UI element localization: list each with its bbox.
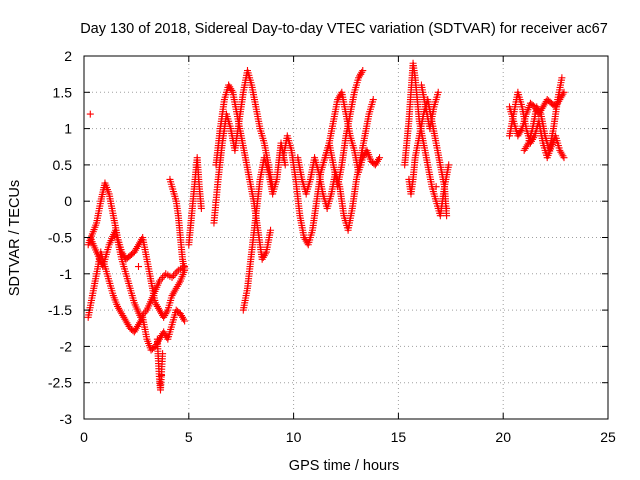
x-tick-label: 25 [600, 429, 616, 445]
data-point [170, 272, 178, 280]
y-tick-label: 1 [64, 121, 72, 137]
data-point [432, 183, 440, 191]
data-point [158, 371, 166, 379]
data-point [445, 161, 453, 169]
data-point [86, 110, 94, 118]
data-point [560, 154, 568, 162]
data-point [159, 350, 167, 358]
y-tick-label: -2 [60, 338, 73, 354]
data-point [443, 212, 451, 220]
data-point [376, 154, 384, 162]
data-point [359, 67, 367, 75]
y-tick-label: 0.5 [53, 157, 73, 173]
y-tick-label: 2 [64, 48, 72, 64]
data-point [197, 204, 205, 212]
y-tick-label: -3 [60, 411, 73, 427]
data-point [369, 96, 377, 104]
data-point [134, 263, 142, 271]
data-point [357, 70, 365, 78]
x-tick-label: 5 [185, 429, 193, 445]
data-point [173, 268, 181, 276]
data-point [558, 74, 566, 82]
x-axis-label: GPS time / hours [289, 458, 399, 474]
y-tick-labels: 2 1.5 1 0.5 0 -0.5 -1 -1.5 -2 -2.5 -3 [48, 48, 72, 427]
y-tick-label: -1 [60, 266, 73, 282]
data-points [84, 59, 568, 394]
x-tick-label: 10 [286, 429, 302, 445]
x-tick-label: 20 [495, 429, 511, 445]
axis-ticks [83, 55, 609, 420]
data-point [434, 88, 442, 96]
y-tick-label: -2.5 [48, 375, 72, 391]
x-tick-labels: 0 5 10 15 20 25 [80, 429, 616, 445]
data-point [267, 226, 275, 234]
y-tick-label: 1.5 [53, 84, 73, 100]
x-tick-label: 0 [80, 429, 88, 445]
data-point [281, 161, 289, 169]
data-point [443, 204, 451, 212]
data-point [181, 317, 189, 325]
y-tick-label: -1.5 [48, 302, 72, 318]
data-point [181, 266, 189, 274]
y-axis-label: SDTVAR / TECUs [7, 180, 23, 296]
y-tick-label: -0.5 [48, 230, 72, 246]
y-tick-label: 0 [64, 193, 72, 209]
x-tick-label: 15 [391, 429, 407, 445]
data-point [160, 272, 168, 280]
chart-title: Day 130 of 2018, Sidereal Day-to-day VTE… [80, 21, 608, 37]
